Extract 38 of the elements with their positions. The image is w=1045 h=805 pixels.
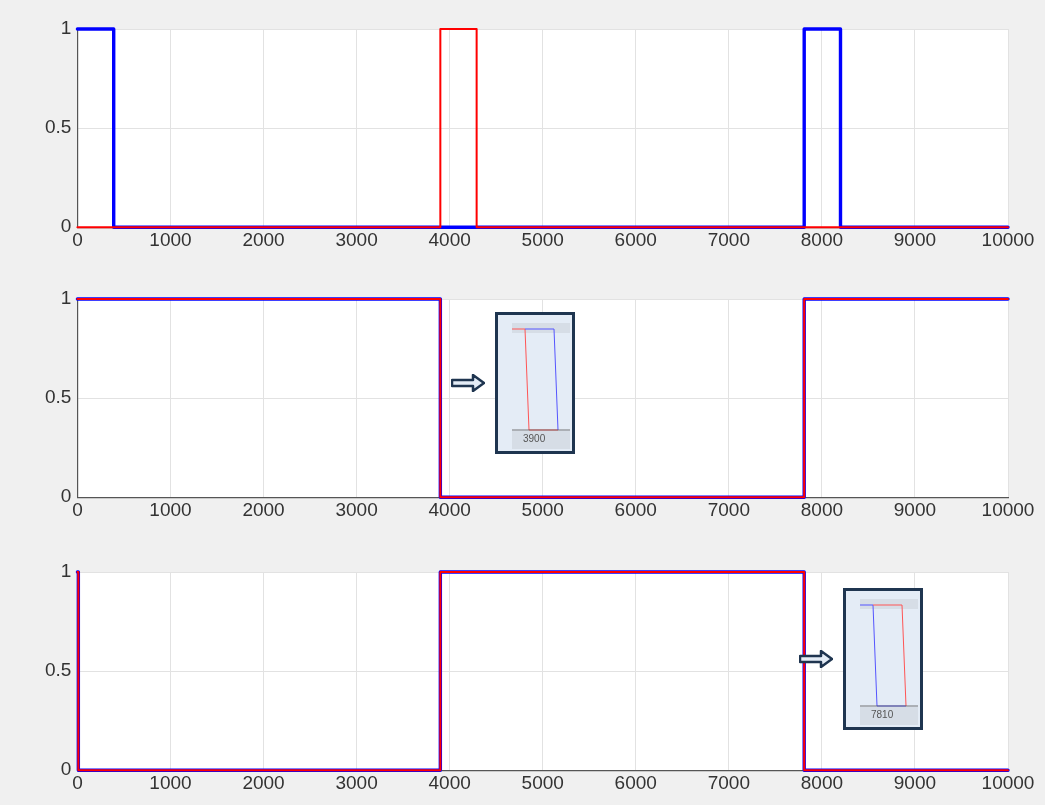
x-tick-label: 8000	[800, 498, 844, 520]
x-tick-label: 9000	[893, 228, 937, 250]
x-tick-label: 10000	[981, 771, 1035, 793]
y-tick-label: 0.5	[44, 659, 72, 681]
x-tick-label: 4000	[428, 228, 471, 250]
x-tick-label: 4000	[428, 498, 471, 520]
x-tick-label: 3000	[335, 498, 378, 520]
y-tick-label: 1	[60, 560, 72, 582]
x-tick-label: 3000	[335, 228, 378, 250]
x-tick-label: 8000	[800, 771, 844, 793]
x-tick-label: 6000	[614, 228, 657, 250]
x-tick-label: 7000	[707, 228, 750, 250]
x-tick-label: 10000	[981, 228, 1035, 250]
x-tick-label: 7000	[707, 498, 750, 520]
x-tick-label: 1000	[149, 771, 192, 793]
x-tick-label: 8000	[800, 228, 844, 250]
x-tick-label: 2000	[242, 771, 285, 793]
x-tick-label: 1000	[149, 498, 192, 520]
x-tick-label: 9000	[893, 498, 937, 520]
x-tick-label: 4000	[428, 771, 471, 793]
x-tick-label: 7000	[707, 771, 750, 793]
x-tick-label: 6000	[614, 771, 657, 793]
x-tick-label: 10000	[981, 498, 1035, 520]
annotation: 3900	[523, 433, 546, 444]
x-tick-label: 3000	[335, 771, 378, 793]
x-tick-label: 1000	[149, 228, 192, 250]
x-tick-label: 5000	[521, 228, 564, 250]
y-tick-label: 0.5	[44, 116, 72, 138]
y-tick-label: 0.5	[44, 386, 72, 408]
x-tick-label: 9000	[893, 771, 937, 793]
y-tick-label: 1	[60, 287, 72, 309]
x-tick-label: 2000	[242, 498, 285, 520]
x-tick-label: 2000	[242, 228, 285, 250]
x-tick-label: 5000	[521, 498, 564, 520]
x-tick-label: 5000	[521, 771, 564, 793]
x-tick-label: 6000	[614, 498, 657, 520]
annotation: 7810	[871, 709, 894, 720]
y-tick-label: 1	[60, 17, 72, 39]
